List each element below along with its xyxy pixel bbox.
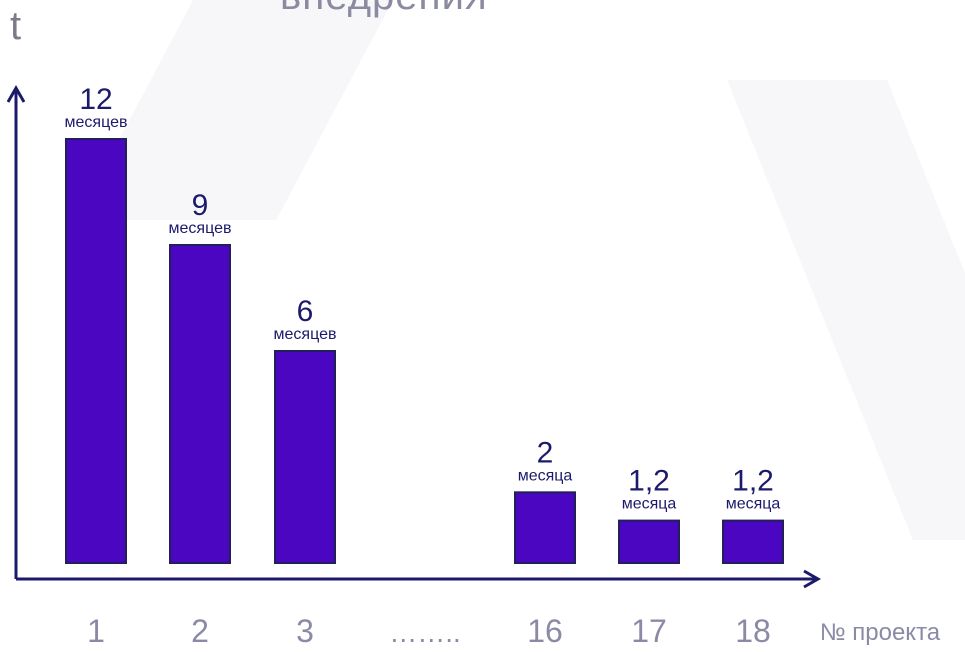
bar-value-label: 6 (297, 295, 314, 328)
bar (722, 519, 784, 564)
x-tick-label: 3 (296, 613, 314, 649)
x-axis-label: № проекта (820, 619, 941, 646)
bar (65, 138, 127, 564)
x-tick-label: 16 (527, 613, 563, 649)
bar-value-label: 2 (537, 436, 554, 469)
bar-unit-label: месяца (518, 467, 573, 484)
bar-value-label: 1,2 (732, 465, 774, 498)
bar-unit-label: месяца (622, 496, 677, 513)
label-group: 12месяцев19месяцев26месяцев32месяца161,2… (65, 83, 941, 649)
bar-value-label: 1,2 (628, 465, 670, 498)
x-axis-arrow (803, 569, 822, 589)
bar-unit-label: месяцев (274, 326, 337, 343)
y-axis-label: t (10, 4, 22, 48)
chart-title: внедрения (280, 0, 488, 19)
x-gap-label: …….. (389, 617, 461, 648)
bar (274, 350, 336, 564)
bar-unit-label: месяцев (169, 220, 232, 237)
bar (514, 491, 576, 565)
x-tick-label: 2 (191, 613, 209, 649)
bar-value-label: 9 (192, 189, 209, 222)
x-tick-label: 17 (631, 613, 667, 649)
bar (169, 244, 231, 564)
bar-unit-label: месяцев (65, 114, 128, 131)
bar (618, 519, 680, 564)
bar-unit-label: месяца (726, 496, 781, 513)
chart-axes (6, 84, 822, 589)
bar-value-label: 12 (79, 83, 112, 116)
x-tick-label: 1 (87, 613, 105, 649)
bar-group (65, 138, 784, 565)
x-tick-label: 18 (735, 613, 771, 649)
y-axis-arrow (6, 84, 26, 103)
